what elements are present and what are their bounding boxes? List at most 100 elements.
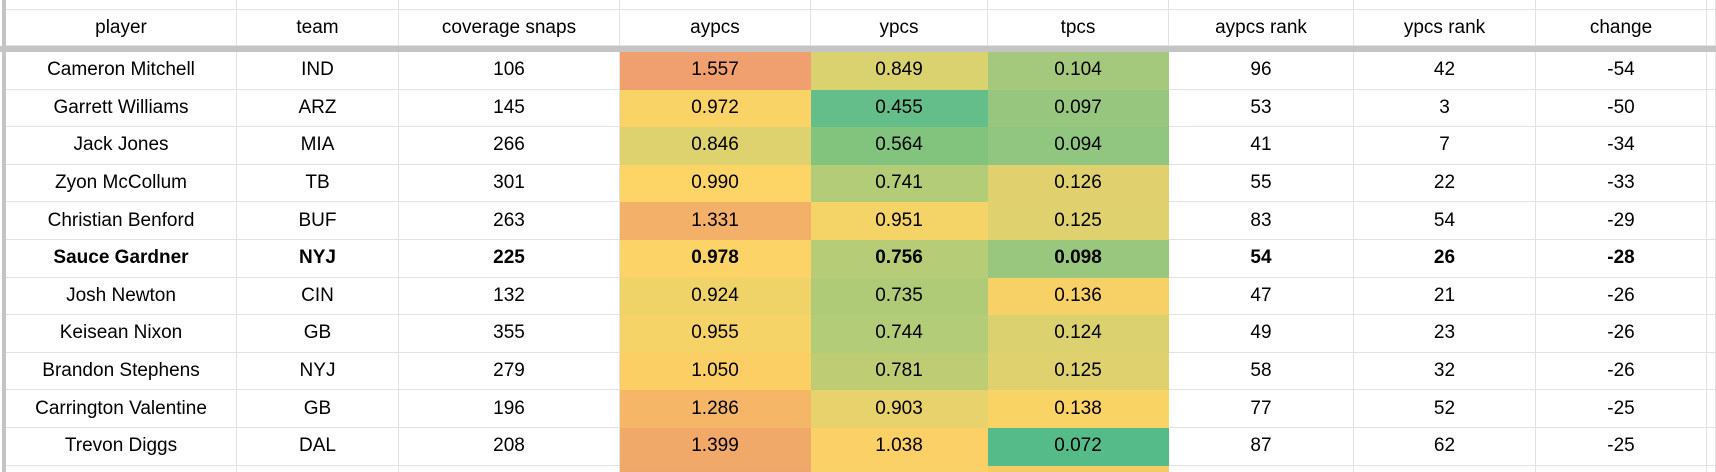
cell-change[interactable]: -28 <box>1536 239 1707 278</box>
cell-aypcs[interactable]: 0.846 <box>620 127 811 165</box>
cell-tpcs[interactable]: 0.097 <box>988 89 1169 128</box>
cell-ypcs-rank[interactable]: 32 <box>1354 352 1536 391</box>
cell-change[interactable]: -29 <box>1536 202 1707 240</box>
cell-tpcs[interactable]: 0.072 <box>988 427 1169 466</box>
column-header-change[interactable]: change <box>1536 10 1707 46</box>
cell-aypcs-rank[interactable]: 47 <box>1169 277 1354 316</box>
cell-coverage-snaps[interactable]: 208 <box>399 427 620 466</box>
cell-change[interactable]: -25 <box>1536 390 1707 428</box>
cell-empty[interactable] <box>237 0 399 10</box>
cell-change[interactable]: -34 <box>1536 127 1707 165</box>
cell-coverage-snaps[interactable]: 263 <box>399 202 620 240</box>
cell-empty[interactable] <box>399 465 620 472</box>
cell-change[interactable]: -54 <box>1536 52 1707 90</box>
cell-aypcs[interactable]: 1.331 <box>620 202 811 240</box>
cell-player[interactable]: Zyon McCollum <box>6 164 237 203</box>
cell-ypcs-rank[interactable]: 7 <box>1354 127 1536 165</box>
cell-coverage-snaps[interactable]: 196 <box>399 390 620 428</box>
cell-aypcs-rank[interactable]: 87 <box>1169 427 1354 466</box>
cell-ypcs[interactable]: 0.781 <box>811 352 988 391</box>
cell-aypcs-rank[interactable]: 77 <box>1169 390 1354 428</box>
cell-empty[interactable] <box>1707 427 1716 466</box>
cell-ypcs[interactable]: 0.735 <box>811 277 988 316</box>
column-header-ypcs-rank[interactable]: ypcs rank <box>1354 10 1536 46</box>
column-header-aypcs-rank[interactable]: aypcs rank <box>1169 10 1354 46</box>
cell-player[interactable]: Keisean Nixon <box>6 315 237 353</box>
cell-ypcs[interactable]: 0.455 <box>811 89 988 128</box>
frozen-column-divider[interactable] <box>2 0 6 472</box>
cell-aypcs[interactable]: 0.955 <box>620 315 811 353</box>
cell-coverage-snaps[interactable]: 355 <box>399 315 620 353</box>
cell-tpcs[interactable]: 0.136 <box>988 277 1169 316</box>
cell-aypcs[interactable]: 1.399 <box>620 427 811 466</box>
cell-ypcs[interactable]: 0.951 <box>811 202 988 240</box>
cell-empty[interactable] <box>1707 0 1716 10</box>
cell-team[interactable]: IND <box>237 52 399 90</box>
cell-ypcs[interactable]: 1.038 <box>811 427 988 466</box>
cell-player[interactable]: Garrett Williams <box>6 89 237 128</box>
cell-team[interactable]: GB <box>237 390 399 428</box>
cell-team[interactable]: NYJ <box>237 239 399 278</box>
cell-empty[interactable] <box>1536 465 1707 472</box>
cell-team[interactable]: GB <box>237 315 399 353</box>
cell-ypcs[interactable]: 0.903 <box>811 390 988 428</box>
cell-empty[interactable] <box>811 0 988 10</box>
cell-change[interactable]: -25 <box>1536 427 1707 466</box>
column-header-coverage-snaps[interactable]: coverage snaps <box>399 10 620 46</box>
cell-empty[interactable] <box>1354 0 1536 10</box>
cell-tpcs[interactable]: 0.126 <box>988 164 1169 203</box>
cell-tpcs[interactable]: 0.125 <box>988 202 1169 240</box>
cell-empty[interactable] <box>620 465 811 472</box>
cell-change[interactable]: -33 <box>1536 164 1707 203</box>
cell-player[interactable]: Jack Jones <box>6 127 237 165</box>
cell-change[interactable]: -26 <box>1536 315 1707 353</box>
cell-coverage-snaps[interactable]: 145 <box>399 89 620 128</box>
cell-empty[interactable] <box>988 465 1169 472</box>
cell-ypcs-rank[interactable]: 21 <box>1354 277 1536 316</box>
cell-team[interactable]: MIA <box>237 127 399 165</box>
cell-player[interactable]: Josh Newton <box>6 277 237 316</box>
cell-player[interactable]: Cameron Mitchell <box>6 52 237 90</box>
cell-coverage-snaps[interactable]: 106 <box>399 52 620 90</box>
cell-tpcs[interactable]: 0.094 <box>988 127 1169 165</box>
cell-ypcs[interactable]: 0.849 <box>811 52 988 90</box>
cell-aypcs-rank[interactable]: 41 <box>1169 127 1354 165</box>
cell-aypcs-rank[interactable]: 53 <box>1169 89 1354 128</box>
cell-empty[interactable] <box>6 465 237 472</box>
cell-ypcs-rank[interactable]: 26 <box>1354 239 1536 278</box>
cell-change[interactable]: -26 <box>1536 277 1707 316</box>
cell-tpcs[interactable]: 0.098 <box>988 239 1169 278</box>
cell-ypcs[interactable]: 0.741 <box>811 164 988 203</box>
cell-aypcs-rank[interactable]: 49 <box>1169 315 1354 353</box>
cell-coverage-snaps[interactable]: 132 <box>399 277 620 316</box>
cell-empty[interactable] <box>6 0 237 10</box>
cell-empty[interactable] <box>1169 465 1354 472</box>
cell-ypcs-rank[interactable]: 22 <box>1354 164 1536 203</box>
cell-ypcs-rank[interactable]: 42 <box>1354 52 1536 90</box>
cell-empty[interactable] <box>1707 10 1716 46</box>
cell-ypcs-rank[interactable]: 23 <box>1354 315 1536 353</box>
cell-coverage-snaps[interactable]: 301 <box>399 164 620 203</box>
cell-player[interactable]: Brandon Stephens <box>6 352 237 391</box>
cell-aypcs-rank[interactable]: 83 <box>1169 202 1354 240</box>
cell-ypcs-rank[interactable]: 62 <box>1354 427 1536 466</box>
cell-empty[interactable] <box>811 465 988 472</box>
cell-empty[interactable] <box>988 0 1169 10</box>
cell-tpcs[interactable]: 0.124 <box>988 315 1169 353</box>
cell-team[interactable]: NYJ <box>237 352 399 391</box>
cell-empty[interactable] <box>399 0 620 10</box>
cell-coverage-snaps[interactable]: 225 <box>399 239 620 278</box>
column-header-team[interactable]: team <box>237 10 399 46</box>
cell-empty[interactable] <box>1354 465 1536 472</box>
cell-tpcs[interactable]: 0.138 <box>988 390 1169 428</box>
cell-ypcs[interactable]: 0.756 <box>811 239 988 278</box>
cell-ypcs[interactable]: 0.744 <box>811 315 988 353</box>
cell-empty[interactable] <box>1536 0 1707 10</box>
cell-tpcs[interactable]: 0.125 <box>988 352 1169 391</box>
cell-empty[interactable] <box>1707 127 1716 165</box>
cell-empty[interactable] <box>1707 277 1716 316</box>
cell-empty[interactable] <box>1707 315 1716 353</box>
cell-aypcs[interactable]: 0.924 <box>620 277 811 316</box>
cell-team[interactable]: ARZ <box>237 89 399 128</box>
frozen-row-divider[interactable] <box>0 46 1716 52</box>
